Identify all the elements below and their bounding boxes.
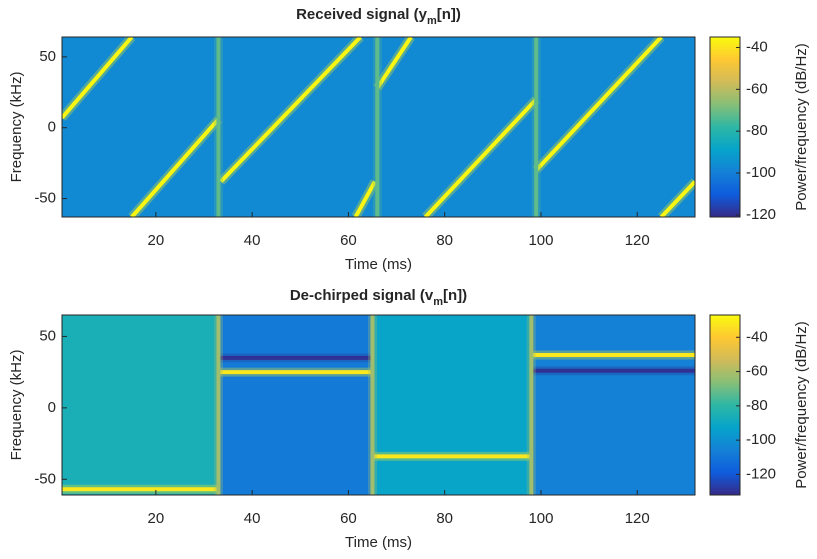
spectrogram-panel: 20 40 60 80 100 120 -50 0 50 Time (ms) Frequency (… xyxy=(8,287,810,551)
x-tick-label: 20 xyxy=(148,510,165,527)
colorbar-tick-label: -80 xyxy=(746,397,768,414)
axes-box xyxy=(61,36,696,218)
signal-line xyxy=(219,37,362,183)
title-part: De-chirped signal (v xyxy=(290,287,434,304)
frame-background xyxy=(62,315,219,495)
colorbar-tick-label: -80 xyxy=(746,122,768,139)
signal-line xyxy=(534,37,663,172)
y-tick-label: 0 xyxy=(48,119,56,136)
frame-background xyxy=(218,315,373,495)
signal-line xyxy=(62,37,134,120)
plot-area xyxy=(62,37,695,217)
signal-line xyxy=(130,117,220,217)
colorbar-label: Power/frequency (dB/Hz) xyxy=(793,43,810,211)
x-tick-label: 40 xyxy=(244,232,261,249)
signal-line xyxy=(423,97,538,217)
x-tick-label: 120 xyxy=(625,232,650,249)
y-tick-label: 50 xyxy=(39,48,56,65)
title-part: [n]) xyxy=(443,287,467,304)
y-axis-label: Frequency (kHz) xyxy=(8,350,25,461)
title-part: m xyxy=(427,15,437,27)
x-tick-label: 100 xyxy=(528,232,553,249)
y-tick-label: -50 xyxy=(34,470,56,487)
x-tick-label: 60 xyxy=(340,232,357,249)
y-axis-label: Frequency (kHz) xyxy=(8,72,25,183)
x-axis-label: Time (ms) xyxy=(345,256,412,273)
frame-background xyxy=(531,315,695,495)
frame-background xyxy=(536,37,695,217)
axes-box xyxy=(61,314,696,496)
x-tick-label: 100 xyxy=(528,510,553,527)
x-tick-label: 120 xyxy=(625,510,650,527)
x-tick-label: 60 xyxy=(340,510,357,527)
chart-title: Received signal (ym[n]) xyxy=(296,6,461,27)
colorbar-tick-label: -60 xyxy=(746,80,768,97)
colorbar-tick-label: -40 xyxy=(746,38,768,55)
frame-background xyxy=(218,37,378,217)
colorbar xyxy=(709,36,741,218)
signal-line xyxy=(353,180,377,217)
colorbar xyxy=(709,314,741,496)
spectrogram-panel: 20 40 60 80 100 120 -50 0 50 Time (ms) Frequency (… xyxy=(8,6,810,273)
chart-title: De-chirped signal (vm[n]) xyxy=(290,287,467,308)
colorbar-tick-label: -40 xyxy=(746,328,768,345)
x-tick-label: 20 xyxy=(148,232,165,249)
signal-line xyxy=(659,180,695,217)
y-tick-label: 0 xyxy=(48,399,56,416)
title-part: Received signal (y xyxy=(296,6,428,23)
colorbar-label: Power/frequency (dB/Hz) xyxy=(793,321,810,489)
y-tick-label: -50 xyxy=(34,190,56,207)
colorbar-tick-label: -120 xyxy=(746,465,776,482)
plot-area xyxy=(62,315,695,495)
signal-line xyxy=(375,37,413,90)
frame-background xyxy=(62,37,219,217)
x-tick-label: 80 xyxy=(436,232,453,249)
frame-background xyxy=(372,315,532,495)
colorbar-tick-label: -120 xyxy=(746,206,776,223)
x-tick-label: 80 xyxy=(436,510,453,527)
title-part: [n]) xyxy=(437,6,461,23)
y-tick-label: 50 xyxy=(39,327,56,344)
colorbar-tick-label: -60 xyxy=(746,363,768,380)
colorbar-tick-label: -100 xyxy=(746,164,776,181)
x-tick-label: 40 xyxy=(244,510,261,527)
x-axis-label: Time (ms) xyxy=(345,534,412,551)
colorbar-tick-label: -100 xyxy=(746,431,776,448)
title-part: m xyxy=(433,296,443,308)
